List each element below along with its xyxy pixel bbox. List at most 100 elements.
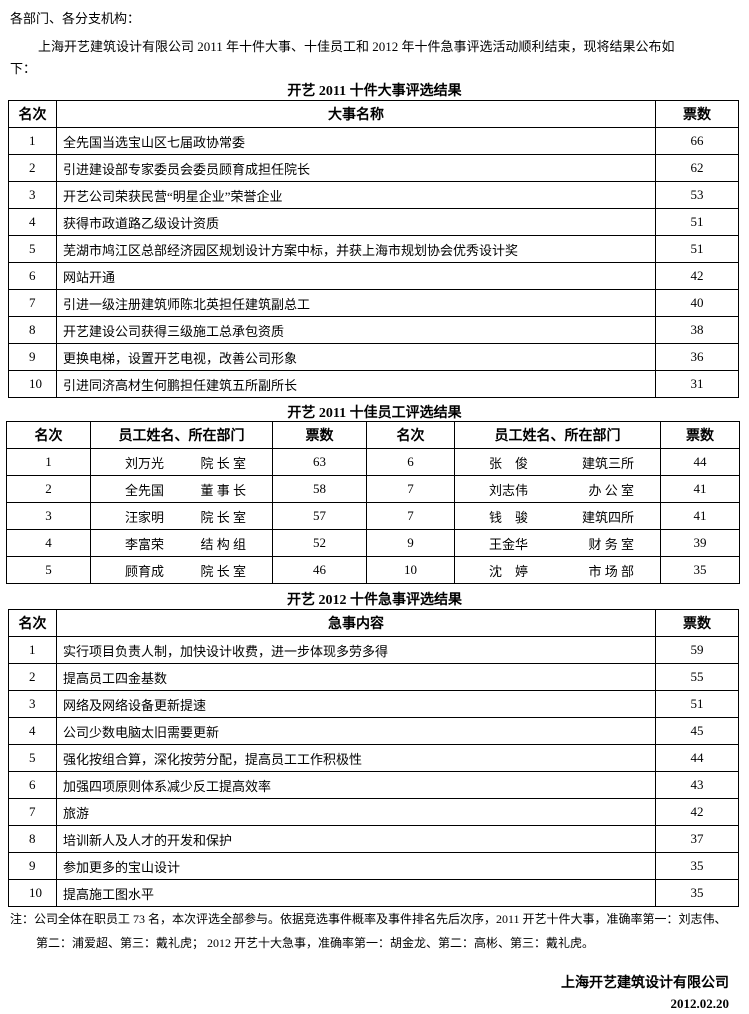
rank-cell: 7 bbox=[8, 798, 57, 826]
rank-cell: 6 bbox=[366, 448, 455, 476]
table-row: 6 网站开通 42 bbox=[8, 262, 739, 290]
event-name: 引进建设部专家委员会委员顾育成担任院长 bbox=[56, 154, 656, 182]
rank-cell: 5 bbox=[8, 235, 57, 263]
rank-cell: 10 bbox=[8, 879, 57, 907]
rank-cell: 8 bbox=[8, 825, 57, 853]
votes-cell: 40 bbox=[655, 289, 739, 317]
rank-cell: 3 bbox=[8, 181, 57, 209]
employee-cell: 李富荣 结 构 组 bbox=[90, 529, 273, 557]
votes-cell: 31 bbox=[655, 370, 739, 398]
urgent-item: 强化按组合算，深化按劳分配，提高员工工作积极性 bbox=[56, 744, 656, 772]
votes-cell: 44 bbox=[660, 448, 740, 476]
table-row: 4 李富荣 结 构 组 52 9 王金华 财 务 室 39 bbox=[6, 529, 740, 557]
votes-cell: 53 bbox=[655, 181, 739, 209]
urgent-item: 加强四项原则体系减少反工提高效率 bbox=[56, 771, 656, 799]
votes-cell: 38 bbox=[655, 316, 739, 344]
department: 董 事 长 bbox=[200, 482, 246, 498]
employee-cell: 刘万光 院 长 室 bbox=[90, 448, 273, 476]
votes-cell: 66 bbox=[655, 127, 739, 155]
event-name: 开艺建设公司获得三级施工总承包资质 bbox=[56, 316, 656, 344]
employee-cell: 张 俊 建筑三所 bbox=[454, 448, 661, 476]
urgent-item: 实行项目负责人制，加快设计收费，进一步体现多劳多得 bbox=[56, 636, 656, 664]
header-urgent: 急事内容 bbox=[56, 609, 656, 637]
event-name: 获得市政道路乙级设计资质 bbox=[56, 208, 656, 236]
department: 院 长 室 bbox=[200, 563, 246, 579]
votes-cell: 51 bbox=[655, 208, 739, 236]
table-row: 4 获得市政道路乙级设计资质 51 bbox=[8, 208, 739, 236]
employee-name: 刘志伟 bbox=[489, 482, 529, 498]
header-rank: 名次 bbox=[366, 421, 455, 449]
intro-text-cont: 下： bbox=[10, 61, 37, 76]
intro-text: 上海开艺建筑设计有限公司 2011 年十件大事、十佳员工和 2012 年十件急事… bbox=[38, 39, 675, 54]
urgent-item: 培训新人及人才的开发和保护 bbox=[56, 825, 656, 853]
employees-table: 名次 员工姓名、所在部门 票数 名次 员工姓名、所在部门 票数 1 刘万光院 长 … bbox=[6, 421, 740, 584]
table-row: 10 引进同济高材生何鹏担任建筑五所副所长 31 bbox=[8, 370, 739, 398]
votes-cell: 42 bbox=[655, 262, 739, 290]
rank-cell: 2 bbox=[8, 154, 57, 182]
salutation: 各部门、各分支机构： bbox=[10, 11, 141, 26]
table-row: 1 刘万光 院 长 室 63 6 张 俊 建筑三所 44 bbox=[6, 448, 740, 476]
event-name: 引进一级注册建筑师陈北英担任建筑副总工 bbox=[56, 289, 656, 317]
votes-cell: 44 bbox=[655, 744, 739, 772]
rank-cell: 7 bbox=[366, 475, 455, 503]
note: 注：公司全体在职员工 73 名，本次评选全部参与。依据竞选事件概率及事件排名先后… bbox=[10, 912, 727, 926]
urgent-item: 提高施工图水平 bbox=[56, 879, 656, 907]
events-title: 开艺 2011 十件大事评选结果 bbox=[287, 84, 462, 99]
table-row: 7 旅游 42 bbox=[8, 798, 739, 826]
table-row: 5 芜湖市鸠江区总部经济园区规划设计方案中标，并获上海市规划协会优秀设计奖 51 bbox=[8, 235, 739, 263]
votes-cell: 37 bbox=[655, 825, 739, 853]
header-votes: 票数 bbox=[272, 421, 367, 449]
employee-name: 全先国 bbox=[125, 482, 165, 498]
rank-cell: 4 bbox=[8, 717, 57, 745]
events-table: 名次 大事名称 票数 1 全先国当选宝山区七届政协常委 66 2 引进建设部专家委员会委… bbox=[8, 100, 739, 398]
rank-cell: 6 bbox=[8, 771, 57, 799]
table-row: 7 引进一级注册建筑师陈北英担任建筑副总工 40 bbox=[8, 289, 739, 317]
department: 结 构 组 bbox=[200, 536, 246, 552]
votes-cell: 59 bbox=[655, 636, 739, 664]
votes-cell: 63 bbox=[272, 448, 367, 476]
votes-cell: 35 bbox=[655, 879, 739, 907]
table-row: 2 提高员工四金基数 55 bbox=[8, 663, 739, 691]
urgent-item: 网络及网络设备更新提速 bbox=[56, 690, 656, 718]
employee-cell: 王金华 财 务 室 bbox=[454, 529, 661, 557]
rank-cell: 5 bbox=[6, 556, 91, 584]
rank-cell: 9 bbox=[366, 529, 455, 557]
votes-cell: 41 bbox=[660, 475, 740, 503]
urgent-item: 旅游 bbox=[56, 798, 656, 826]
table-row: 4 公司少数电脑太旧需要更新 45 bbox=[8, 717, 739, 745]
votes-cell: 45 bbox=[655, 717, 739, 745]
employee-name: 李富荣 bbox=[125, 536, 165, 552]
rank-cell: 7 bbox=[8, 289, 57, 317]
employee-name: 顾育成 bbox=[125, 563, 165, 579]
rank-cell: 3 bbox=[8, 690, 57, 718]
department: 建筑三所 bbox=[581, 455, 634, 471]
table-row: 3 网络及网络设备更新提速 51 bbox=[8, 690, 739, 718]
table-row: 2 全先国 董 事 长 58 7 刘志伟 办 公 室 41 bbox=[6, 475, 740, 503]
table-row: 5 强化按组合算，深化按劳分配，提高员工工作积极性 44 bbox=[8, 744, 739, 772]
header-event: 大事名称 bbox=[56, 100, 656, 128]
employee-name: 刘万光 bbox=[125, 455, 165, 471]
rank-cell: 2 bbox=[6, 475, 91, 503]
votes-cell: 46 bbox=[272, 556, 367, 584]
votes-cell: 39 bbox=[660, 529, 740, 557]
table-row: 3 汪家明 院 长 室 57 7 钱 骏 建筑四所 41 bbox=[6, 502, 740, 530]
employee-name: 王金华 bbox=[489, 536, 529, 552]
rank-cell: 6 bbox=[8, 262, 57, 290]
rank-cell: 4 bbox=[6, 529, 91, 557]
table-row: 1 全先国当选宝山区七届政协常委 66 bbox=[8, 127, 739, 155]
rank-cell: 10 bbox=[8, 370, 57, 398]
votes-cell: 51 bbox=[655, 235, 739, 263]
header-rank: 名次 bbox=[8, 100, 57, 128]
rank-cell: 7 bbox=[366, 502, 455, 530]
rank-cell: 3 bbox=[6, 502, 91, 530]
urgent-item: 公司少数电脑太旧需要更新 bbox=[56, 717, 656, 745]
employee-cell: 全先国 董 事 长 bbox=[90, 475, 273, 503]
votes-cell: 57 bbox=[272, 502, 367, 530]
rank-cell: 9 bbox=[8, 343, 57, 371]
employee-cell: 钱 骏 建筑四所 bbox=[454, 502, 661, 530]
header-votes: 票数 bbox=[655, 100, 739, 128]
rank-cell: 10 bbox=[366, 556, 455, 584]
rank-cell: 8 bbox=[8, 316, 57, 344]
event-name: 开艺公司荣获民营“明星企业”荣誉企业 bbox=[56, 181, 656, 209]
event-name: 引进同济高材生何鹏担任建筑五所副所长 bbox=[56, 370, 656, 398]
